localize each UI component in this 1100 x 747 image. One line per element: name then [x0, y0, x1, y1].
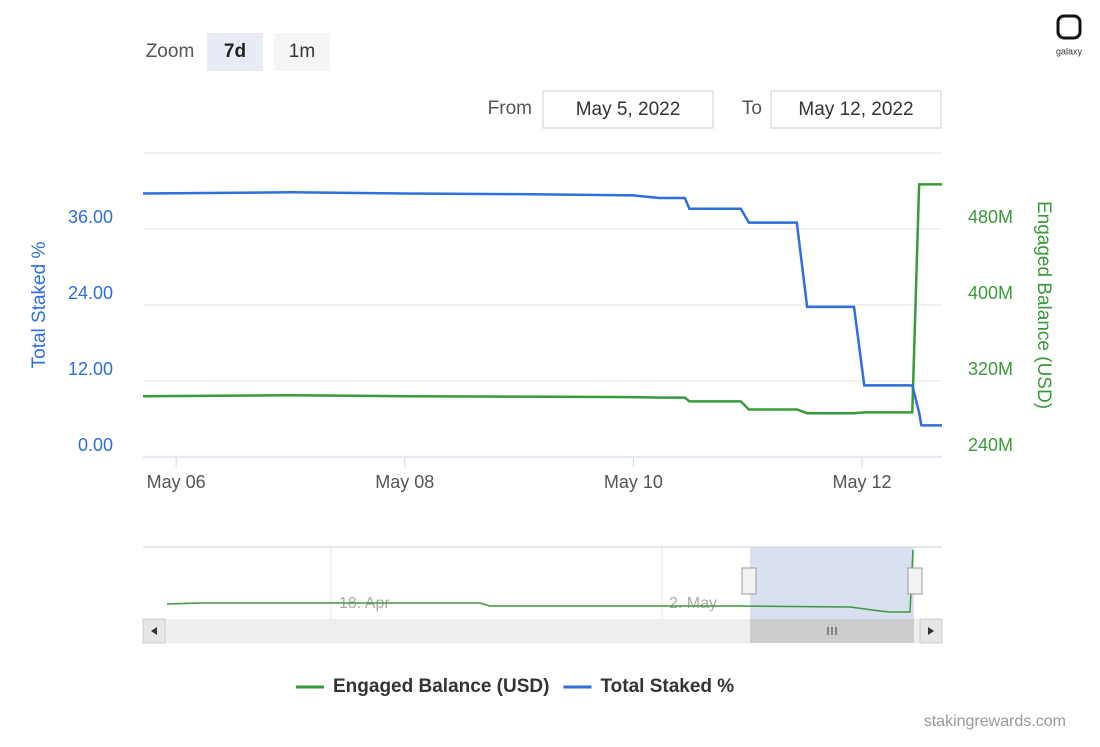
source: stakingrewards.com: [924, 713, 1066, 730]
y-axis-title: Total Staked %: [29, 242, 50, 369]
x-tick-label: May 12: [832, 472, 891, 492]
y2-tick-label: 400M: [968, 283, 1013, 303]
navigator-label: 2. May: [669, 595, 717, 612]
logo-icon: [1056, 14, 1082, 40]
from-input[interactable]: [542, 90, 714, 129]
grip-icon: [827, 627, 837, 635]
navigator-handle[interactable]: [907, 567, 923, 595]
y2-tick-label: 240M: [968, 435, 1013, 455]
x-tick-label: May 10: [604, 472, 663, 492]
logo-text: galaxy: [1056, 46, 1083, 56]
zoom-button-label[interactable]: 7d: [224, 41, 246, 62]
y-tick-label: 36.00: [68, 207, 113, 227]
y-tick-label: 24.00: [68, 283, 113, 303]
arrow-icon: [928, 627, 934, 635]
legend-label[interactable]: Total Staked %: [600, 676, 734, 697]
zoom-button[interactable]: [274, 33, 330, 71]
zoom-button[interactable]: [207, 33, 263, 71]
y-tick-label: 12.00: [68, 359, 113, 379]
to-label: To: [742, 98, 762, 119]
legend-label[interactable]: Engaged Balance (USD): [333, 676, 549, 697]
series-line: [142, 191, 942, 427]
y2-tick-label: 320M: [968, 359, 1013, 379]
arrow-icon: [151, 627, 157, 635]
series-line: [142, 183, 942, 415]
from-value[interactable]: May 5, 2022: [576, 99, 681, 120]
y2-tick-label: 480M: [968, 207, 1013, 227]
x-tick-label: May 08: [375, 472, 434, 492]
x-tick-label: May 06: [147, 472, 206, 492]
to-input[interactable]: [770, 90, 942, 129]
navigator-line: [166, 549, 914, 613]
y-tick-label: 0.00: [78, 435, 113, 455]
to-value[interactable]: May 12, 2022: [798, 99, 913, 120]
zoom-button-label[interactable]: 1m: [289, 41, 315, 62]
from-label: From: [488, 98, 532, 119]
navigator-handle[interactable]: [741, 567, 757, 595]
y2-axis-title: Engaged Balance (USD): [1033, 201, 1054, 409]
navigator-selection[interactable]: [750, 547, 914, 619]
zoom-label: Zoom: [146, 41, 195, 62]
